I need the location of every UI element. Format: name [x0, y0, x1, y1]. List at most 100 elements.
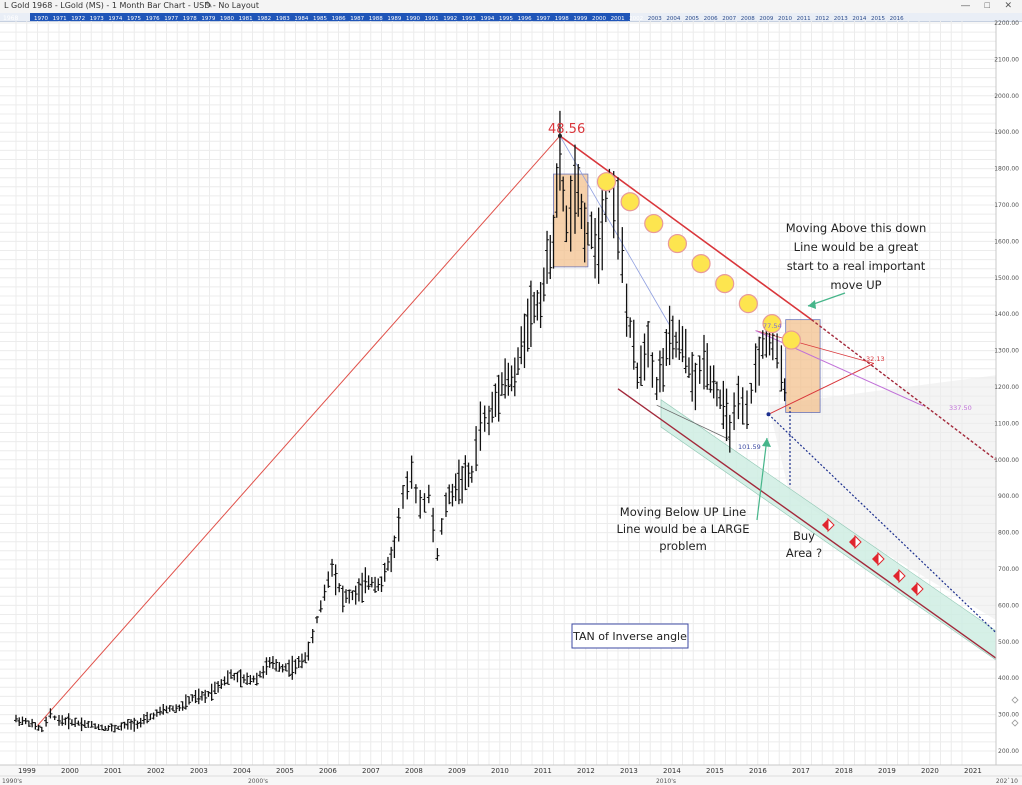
year-navigator-year: 1993 [462, 16, 476, 21]
ohlc-bar [664, 329, 669, 366]
red-arrow-left [911, 583, 917, 595]
x-tick-label: 2006 [319, 767, 337, 775]
x-tick-label: 2014 [663, 767, 681, 775]
ohlc-bar [422, 493, 427, 513]
chart-grid [0, 21, 996, 765]
year-navigator-year: 2016 [890, 16, 904, 21]
window-controls[interactable]: — □ ✕ [961, 0, 1018, 10]
y-tick-label: 700.00 [998, 566, 1019, 573]
yellow-circle-marker [691, 254, 711, 274]
ohlc-bar [775, 333, 780, 369]
ohlc-bar [677, 319, 682, 360]
red-arrow-right [877, 551, 885, 567]
year-navigator-year: 2012 [815, 16, 829, 21]
ohlc-bar [254, 672, 259, 686]
y-tick-label: 1900.00 [994, 129, 1019, 136]
y-tick-label: 1500.00 [994, 275, 1019, 282]
ohlc-bar [736, 375, 741, 420]
year-navigator-year: 1979 [201, 16, 215, 21]
ohlc-bar [48, 708, 53, 719]
year-navigator-year: 2015 [871, 16, 885, 21]
ohlc-bar [161, 704, 166, 715]
ohlc-bar [702, 334, 706, 390]
x-tick-label: 2020 [921, 767, 939, 775]
ohlc-bar [593, 217, 598, 279]
year-navigator-year: 1986 [332, 16, 346, 21]
ohlc-bar [258, 670, 263, 678]
x-decade-label: 2010's [656, 778, 676, 785]
year-navigator-year: 1989 [387, 16, 401, 21]
ohlc-bar [129, 719, 134, 730]
ohlc-bar [296, 656, 301, 668]
y-tick-label: 600.00 [998, 602, 1019, 609]
year-navigator-year: 2007 [722, 16, 736, 21]
ohlc-bar [690, 352, 695, 402]
ohlc-bar [187, 696, 192, 705]
ohlc-bar [293, 659, 298, 675]
ohlc-bar [554, 163, 559, 218]
down-line-note: Line would be a great [794, 240, 919, 254]
ohlc-bar [538, 281, 543, 329]
ohlc-bar [493, 383, 498, 417]
edit-pencil-icon[interactable]: ✎ [205, 0, 213, 10]
ohlc-bar [356, 578, 361, 602]
ohlc-bar [389, 546, 394, 573]
ohlc-bars [14, 110, 787, 733]
ohlc-bar [512, 357, 517, 397]
year-navigator-year: 1992 [443, 16, 457, 21]
ohlc-bar [413, 484, 418, 504]
ohlc-bar [232, 672, 237, 681]
ohlc-bar [718, 389, 723, 410]
year-navigator-selection[interactable] [30, 13, 630, 21]
ohlc-bar [460, 465, 465, 504]
projection-cone [768, 375, 996, 620]
red-arrow-left [849, 536, 855, 548]
grey-connector-line [656, 404, 730, 441]
ohlc-bar [138, 717, 143, 728]
ohlc-bar [548, 234, 553, 280]
ohlc-bar [474, 426, 479, 472]
ohlc-bar [337, 583, 342, 593]
down-line-note: move UP [830, 278, 881, 292]
window-title: L Gold 1968 - LGold (MS) - 1 Month Bar C… [4, 1, 259, 10]
ohlc-bar [708, 365, 713, 393]
y-tick-label: 1100.00 [994, 420, 1019, 427]
year-navigator-year: 1988 [369, 16, 383, 21]
ohlc-bar [76, 720, 81, 726]
ohlc-bar [86, 720, 91, 728]
ohlc-bar [344, 589, 349, 603]
x-decade-label: 2000's [248, 778, 268, 785]
ohlc-bar [596, 207, 601, 284]
year-navigator-year: 2009 [759, 16, 773, 21]
ohlc-bar [122, 721, 127, 729]
x-tick-label: 2018 [835, 767, 853, 775]
ohlc-bar [82, 720, 87, 728]
year-navigator-year: 2011 [797, 16, 811, 21]
fib-fan-line-2 [755, 330, 874, 364]
year-navigator-year: 1984 [294, 16, 308, 21]
x-tick-label: 2011 [534, 767, 552, 775]
green-arrow-head-2 [762, 438, 771, 447]
y-tick-label: 2100.00 [994, 56, 1019, 63]
ohlc-bar [267, 657, 272, 668]
ohlc-bar [745, 390, 749, 429]
ohlc-bar [431, 507, 436, 543]
ohlc-bar [216, 681, 221, 693]
ohlc-bar [363, 567, 368, 594]
ohlc-bar [585, 221, 590, 246]
ohlc-bar [225, 670, 230, 685]
fib-label: 77.54 [763, 322, 782, 330]
ohlc-bar [196, 688, 201, 705]
year-navigator-year: 2014 [852, 16, 866, 21]
year-navigator[interactable]: 1968 1970 1971 1972 1973 1974 1975 1976 1977 197… [0, 13, 1022, 22]
ohlc-bar [222, 676, 227, 686]
ohlc-bar [206, 691, 211, 697]
ohlc-bar [212, 681, 217, 695]
ohlc-bar [453, 473, 458, 502]
ohlc-bar [360, 572, 365, 603]
ohlc-bar [235, 671, 240, 683]
ohlc-bar [326, 571, 331, 588]
ohlc-bar [283, 663, 288, 672]
year-navigator-year: 2004 [666, 16, 680, 21]
